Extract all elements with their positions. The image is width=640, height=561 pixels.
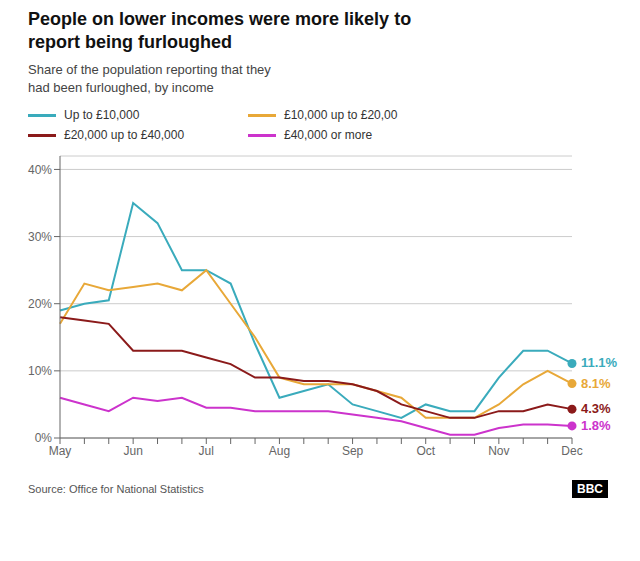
svg-text:20%: 20% [28,297,52,311]
svg-text:Aug: Aug [269,444,290,458]
html-text:BBC: BBC [577,482,603,497]
svg-text:Sep: Sep [342,444,364,458]
svg-text:8.1%: 8.1% [581,376,611,391]
html-text:Source: Office for National St: Source: Office for National Statistics [28,483,204,496]
svg-text:40%: 40% [28,163,52,177]
html-text:£10,000 up to £20,00: £10,000 up to £20,00 [284,108,398,123]
svg-text:Jun: Jun [123,444,142,458]
svg-text:Nov: Nov [488,444,509,458]
svg-text:11.1%: 11.1% [581,356,618,371]
svg-text:4.3%: 4.3% [581,401,611,416]
html-text:Up to £10,000: Up to £10,000 [64,108,140,123]
svg-text:Jul: Jul [199,444,214,458]
svg-text:30%: 30% [28,230,52,244]
svg-text:1.8%: 1.8% [581,418,611,433]
html-text:£20,000 up to £40,000: £20,000 up to £40,000 [64,128,185,143]
svg-text:10%: 10% [28,364,52,378]
svg-text:0%: 0% [35,431,53,445]
html-text:People on lower incomes were m: People on lower incomes were more likely… [28,9,412,52]
svg-text:Dec: Dec [561,444,582,458]
html-text:Share of the population report: Share of the population reporting that t… [28,62,271,95]
svg-text:May: May [49,444,72,458]
html-text:£40,000 or more: £40,000 or more [284,128,373,143]
svg-text:Oct: Oct [416,444,435,458]
